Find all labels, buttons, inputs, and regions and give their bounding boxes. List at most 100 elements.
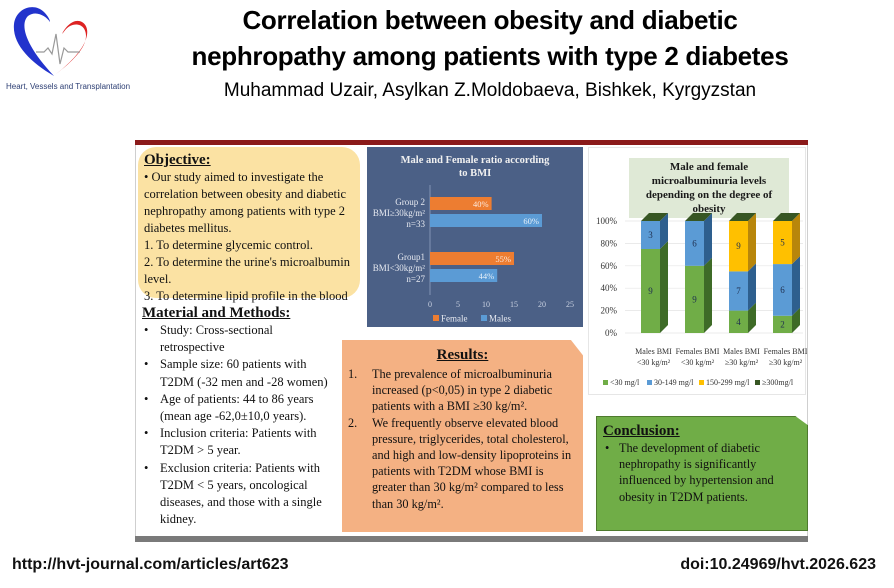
results-item-number: 2. [348,415,358,430]
chart2-segment-label: 9 [736,241,741,251]
chart1-category-label: n=33 [406,219,425,229]
chart2-category-label: <30 kg/m² [681,358,715,367]
chart2-legend-swatch [603,380,608,385]
chart1-x-tick-label: 20 [538,300,546,309]
chart2-title: Male and female microalbuminuria levels … [629,158,789,218]
results-item: 1. The prevalence of microalbuminuria inc… [348,366,577,415]
chart2-legend-label: <30 mg/l [610,378,640,387]
journal-logo[interactable]: Heart, Vessels and Transplantation [4,4,144,94]
chart2-bar-segment [641,249,660,333]
chart2-bar-segment [773,315,792,333]
title-line-2: nephropathy among patients with type 2 d… [191,41,789,71]
chart2-category-label: ≥30 kg/m² [769,358,803,367]
poster-title: Correlation between obesity and diabetic… [150,2,830,74]
chart1-legend-label: Female [441,314,468,324]
chart2-bar-segment [729,221,748,272]
chart2-category-label: ≥30 kg/m² [725,358,759,367]
chart1-bar-label: 44% [479,271,495,281]
chart2-bar-top [641,213,668,221]
conclusion-box: Conclusion: The development of diabetic … [596,416,808,531]
objective-item: 1. To determine glycemic control. [144,238,313,252]
chart2-segment-label: 5 [780,238,785,248]
chart2-category-label: Females BMI [676,347,720,356]
objective-item: 3. To determine lipid profile in the blo… [144,289,348,303]
objective-intro: • Our study aimed to investigate the cor… [144,170,347,235]
chart1-legend-swatch [481,315,487,321]
microalbuminuria-chart: Male and female microalbuminuria levels … [588,147,807,395]
chart2-legend-swatch [755,380,760,385]
chart1-title-line: to BMI [459,168,491,179]
poster-top-bar [135,140,808,145]
chart2-legend-swatch [647,380,652,385]
chart2-segment-label: 9 [692,294,697,304]
title-line-1: Correlation between obesity and diabetic [242,5,738,35]
chart2-y-tick-label: 60% [601,261,618,271]
objective-box: Objective: • Our study aimed to investig… [138,147,360,303]
chart2-bar-segment [773,221,792,265]
gender-ratio-chart-svg: Male and Female ratio according to BMI 0 5 1… [373,155,574,324]
chart2-bar-top [685,213,712,221]
results-list: 1. The prevalence of microalbuminuria inc… [348,366,577,512]
chart2-legend-label: 30-149 mg/l [654,378,694,387]
chart2-bar-segment-side [660,213,668,249]
chart2-y-tick-label: 80% [601,238,618,248]
chart2-segment-label: 4 [736,317,741,327]
chart2-y-tick-label: 20% [601,306,618,316]
results-item-number: 1. [348,367,358,381]
methods-item: Sample size: 60 patients with T2DM (-32 … [142,356,339,390]
chart2-bar-top [729,213,756,221]
chart2-bar-segment-side [704,213,712,266]
conclusion-heading: Conclusion: [603,423,680,439]
chart1-bar-label: 60% [523,216,539,226]
chart1-legend-swatch [433,315,439,321]
results-item-text: We frequently observe elevated blood pre… [372,415,572,511]
results-box: Results: 1. The prevalence of microalbumi… [342,340,583,532]
chart2-bar-segment-side [792,256,800,316]
chart2-bar-segment [773,264,792,316]
chart2-bar-segment [729,310,748,333]
chart2-segment-label: 6 [780,285,785,295]
chart2-bar-segment-side [704,257,712,333]
chart2-bar-segment [729,271,748,311]
objective-heading: Objective: [144,152,211,168]
chart2-segment-label: 2 [780,319,785,329]
heart-ecg-logo-icon [13,7,88,76]
chart1-bar-label: 55% [495,254,511,264]
chart2-legend-swatch [699,380,704,385]
chart2-bar-segment [685,265,704,333]
results-item-text: The prevalence of microalbuminuria incre… [372,367,553,414]
chart2-category-label: Males BMI [635,347,672,356]
chart2-category-label: Males BMI [723,347,760,356]
chart1-x-tick-label: 5 [456,300,460,309]
microalbuminuria-chart-svg: 0%20%40%60%80%100%9300Males BMI<30 kg/m²… [596,212,807,387]
objective-item: 2. To determine the urine's microalbumin… [144,255,350,286]
chart1-bar [430,252,514,265]
chart2-bar-top [773,213,800,221]
article-url-link[interactable]: http://hvt-journal.com/articles/art623 [12,556,289,573]
chart1-legend-label: Males [489,314,511,324]
chart2-legend-label: ≥300mg/l [762,378,794,387]
chart1-bar [430,214,542,227]
chart2-bar-segment-side [792,213,800,265]
chart1-category-label: n=27 [406,274,425,284]
chart1-bar [430,197,492,210]
chart1-x-tick-label: 15 [510,300,518,309]
chart2-bar-segment [641,221,660,249]
methods-heading: Material and Methods: [142,305,291,321]
chart2-segment-label: 6 [692,238,697,248]
chart1-category-label: BMI<30kg/m² [373,263,426,273]
chart2-category-label: <30 kg/m² [637,358,671,367]
results-item: 2. We frequently observe elevated blood p… [348,415,577,512]
chart2-legend-label: 150-299 mg/l [706,378,750,387]
chart2-bar-segment-side [748,263,756,311]
methods-item: Inclusion criteria: Patients with T2DM >… [142,425,339,459]
results-heading: Results: [436,347,489,363]
chart1-bar-label: 40% [473,199,489,209]
chart1-x-tick-label: 25 [566,300,574,309]
chart2-bar-segment-side [748,302,756,333]
chart2-segment-label: 7 [736,286,741,296]
journal-name: Heart, Vessels and Transplantation [6,82,131,91]
gender-ratio-chart: Male and Female ratio according to BMI 0 5 1… [367,147,583,327]
doi-link[interactable]: doi:10.24969/hvt.2026.623 [680,556,876,573]
conclusion-item: The development of diabetic nephropathy … [603,440,801,505]
